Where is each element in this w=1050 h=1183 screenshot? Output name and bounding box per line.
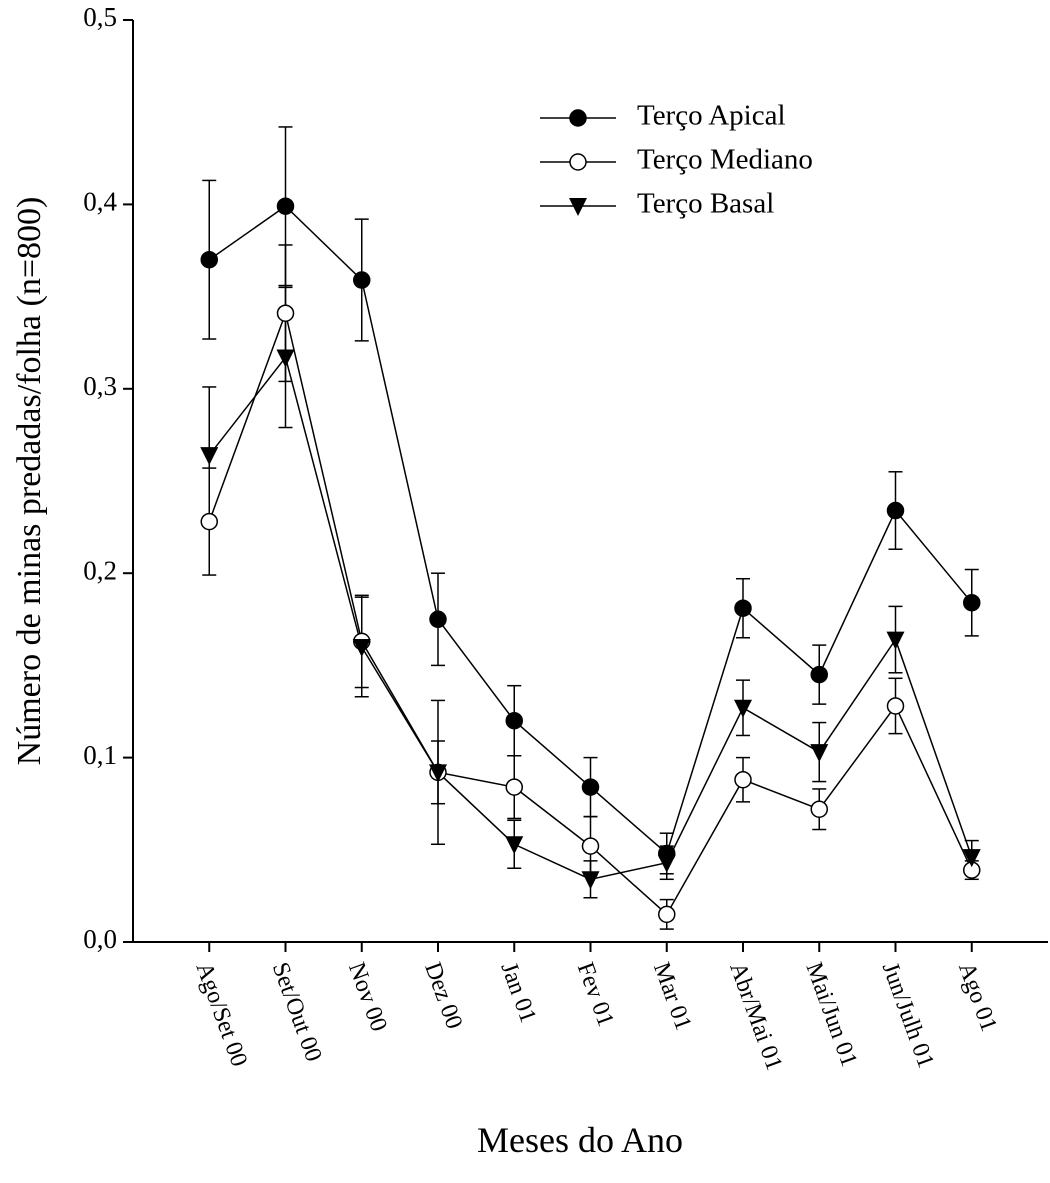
marker	[276, 304, 295, 322]
marker	[581, 871, 600, 890]
marker	[734, 599, 752, 617]
marker	[429, 610, 447, 629]
marker	[886, 501, 905, 520]
marker	[505, 778, 523, 796]
x-axis-label: Meses do Ano	[477, 1120, 683, 1160]
marker	[886, 697, 905, 715]
marker	[569, 198, 587, 216]
marker	[569, 153, 587, 171]
legend-label: Terço Mediano	[637, 144, 813, 176]
marker	[886, 631, 905, 650]
y-axis-label: Número de minas predadas/folha (n=800)	[11, 197, 48, 766]
marker	[962, 849, 981, 868]
x-tick-label: Ago 01	[953, 959, 1002, 1035]
marker	[963, 593, 981, 612]
y-tick-label: 0,2	[83, 555, 117, 585]
y-tick-label: 0,1	[83, 740, 117, 770]
marker	[505, 836, 524, 855]
marker	[353, 271, 371, 289]
x-tick-label: Jan 01	[495, 959, 541, 1026]
legend-label: Terço Basal	[637, 188, 774, 220]
x-tick-label: Nov 00	[343, 959, 392, 1035]
marker	[810, 800, 828, 818]
marker	[276, 197, 295, 215]
y-tick-label: 0,4	[83, 187, 117, 217]
marker	[581, 778, 600, 796]
marker	[810, 744, 829, 763]
x-tick-label: Set/Out 00	[267, 959, 327, 1065]
marker	[429, 764, 447, 783]
y-tick-label: 0,3	[83, 371, 117, 401]
marker	[734, 770, 752, 789]
marker	[276, 349, 295, 368]
marker	[581, 837, 600, 855]
x-tick-label: Fev 01	[572, 959, 619, 1030]
marker	[200, 447, 219, 466]
legend-label: Terço Apical	[637, 100, 786, 132]
x-tick-label: Dez 00	[419, 959, 467, 1032]
marker	[352, 638, 371, 657]
marker	[569, 109, 587, 127]
y-tick-label: 0,5	[83, 2, 117, 32]
x-tick-label: Mar 01	[648, 959, 696, 1034]
x-tick-label: Jun/Julh 01	[877, 959, 939, 1071]
marker	[200, 512, 218, 531]
marker	[200, 250, 218, 269]
marker	[658, 905, 676, 924]
marker	[657, 854, 676, 873]
marker	[810, 665, 828, 684]
x-tick-label: Mai/Jun 01	[800, 959, 862, 1070]
y-tick-label: 0,0	[83, 924, 117, 954]
marker	[734, 699, 752, 718]
x-tick-label: Ago/Set 00	[190, 959, 252, 1070]
marker	[505, 711, 523, 730]
x-tick-label: Abr/Mai 01	[724, 959, 787, 1074]
